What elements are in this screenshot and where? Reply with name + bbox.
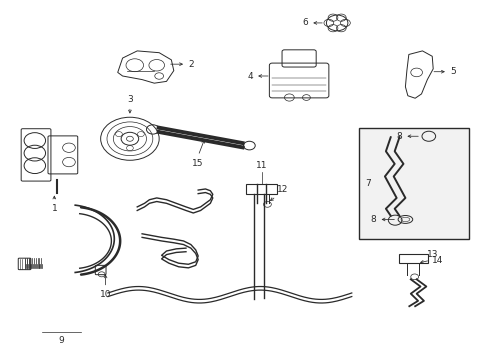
Text: 9: 9	[59, 336, 64, 345]
Text: 3: 3	[127, 95, 133, 104]
Bar	[398, 254, 427, 263]
FancyBboxPatch shape	[18, 258, 31, 270]
Text: 1: 1	[51, 204, 57, 213]
Text: 14: 14	[431, 256, 442, 265]
Text: 15: 15	[192, 159, 203, 168]
FancyBboxPatch shape	[95, 265, 106, 275]
Text: 11: 11	[255, 161, 267, 170]
Text: 5: 5	[449, 67, 455, 76]
Text: 6: 6	[302, 18, 307, 27]
Bar	[358, 128, 468, 239]
Text: 10: 10	[100, 291, 111, 300]
Text: 8: 8	[395, 132, 401, 141]
Text: 12: 12	[277, 185, 288, 194]
Text: 2: 2	[188, 60, 194, 69]
Text: 8: 8	[369, 215, 375, 224]
Text: 13: 13	[426, 250, 437, 259]
Text: 7: 7	[364, 179, 370, 188]
Bar	[245, 184, 277, 194]
Text: 4: 4	[246, 72, 252, 81]
